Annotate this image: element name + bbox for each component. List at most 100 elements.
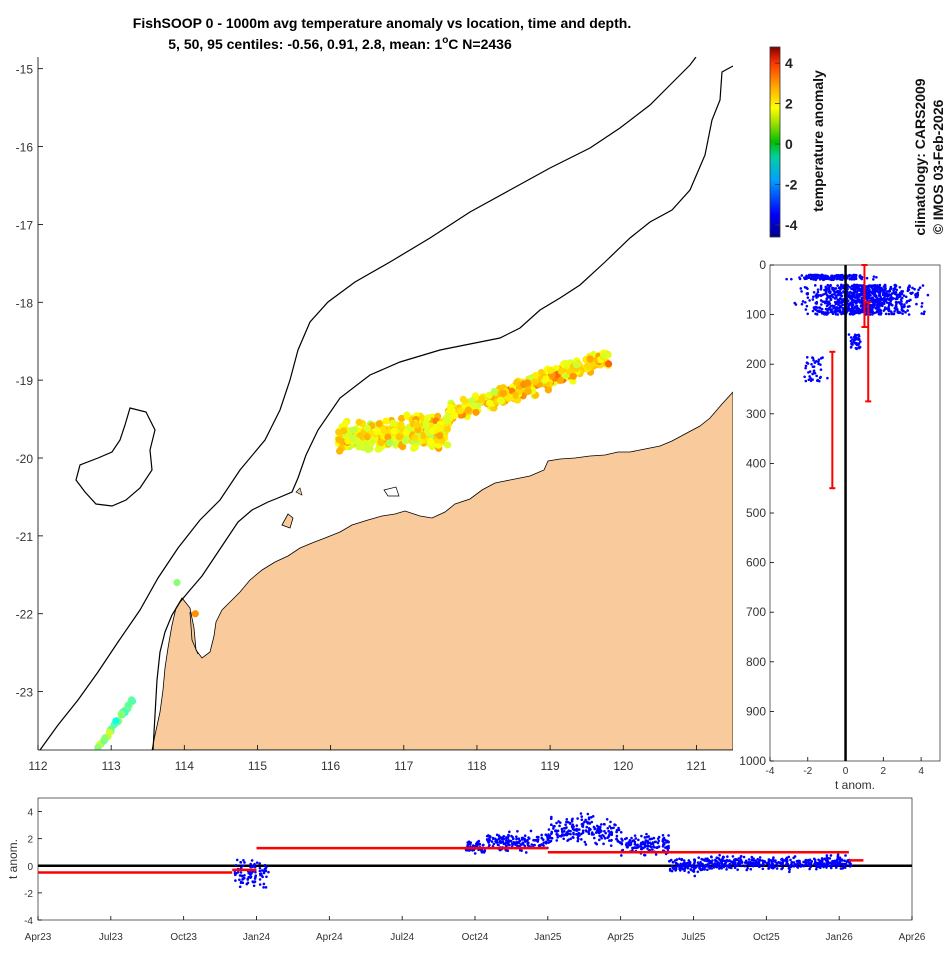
depth-data-point [879, 313, 882, 316]
colorbar-tick-label: -4 [785, 217, 798, 233]
depth-data-point [852, 335, 856, 339]
depth-data-point [814, 276, 818, 279]
time-data-point [567, 829, 570, 832]
depth-data-point [854, 296, 857, 299]
time-x-tick-label: Jan26 [826, 932, 854, 943]
depth-data-point [858, 345, 862, 349]
time-data-point [605, 818, 609, 821]
time-data-point [693, 874, 697, 878]
time-y-tick-label: -2 [24, 889, 33, 900]
time-data-point [532, 838, 535, 842]
time-data-point [781, 862, 784, 866]
time-data-point [567, 838, 570, 841]
time-data-point [502, 842, 506, 846]
time-data-point [840, 862, 844, 866]
depth-data-point [836, 284, 839, 287]
land-mass [151, 391, 733, 750]
time-data-point [820, 864, 824, 867]
time-data-point [639, 845, 643, 849]
time-data-point [809, 865, 812, 869]
time-data-point [508, 830, 511, 834]
map-y-tick-label: -18 [16, 296, 34, 310]
depth-data-point [817, 360, 820, 364]
time-data-point [664, 838, 667, 842]
time-x-tick-label: Jul25 [682, 932, 706, 943]
time-data-point [643, 836, 647, 839]
time-data-point [517, 837, 521, 841]
time-data-point [267, 870, 270, 874]
depth-data-point [909, 291, 912, 295]
time-data-point [258, 862, 261, 865]
depth-y-tick-label: 0 [759, 258, 766, 272]
time-data-point [689, 868, 692, 871]
time-data-point [603, 829, 606, 833]
depth-data-point [811, 378, 814, 381]
depth-data-point [885, 297, 888, 301]
map-data-point [377, 439, 385, 447]
time-data-point [252, 884, 256, 888]
time-data-point [245, 882, 249, 886]
map-data-point [342, 419, 350, 427]
map-data-point [544, 386, 552, 394]
time-data-point [647, 835, 650, 838]
time-data-point [813, 858, 817, 862]
depth-y-tick-label: 100 [746, 308, 766, 322]
time-data-point [621, 848, 625, 852]
time-data-point [790, 862, 793, 866]
depth-data-point [812, 369, 816, 372]
map-x-tick-label: 115 [248, 759, 267, 773]
time-data-point [675, 862, 679, 866]
map-axes: 112 113 114 115 116 117 118 119 120 121 -15 -16 -17 -… [16, 57, 733, 773]
time-data-point [584, 818, 587, 822]
colorbar-label: temperature anomaly [810, 70, 826, 212]
time-data-point [804, 858, 808, 862]
depth-data-point [859, 276, 862, 279]
map-data-point [505, 393, 513, 401]
depth-data-point [892, 297, 895, 300]
depth-xlabel: t anom. [835, 778, 875, 792]
depth-data-point [897, 311, 900, 315]
depth-data-point [850, 284, 854, 288]
map-data-point [363, 424, 371, 432]
time-data-point [466, 843, 470, 847]
time-data-point [247, 871, 250, 875]
time-data-point [538, 843, 542, 847]
map-data-point [542, 375, 550, 383]
time-data-point [587, 832, 591, 836]
depth-y-tick-label: 700 [746, 605, 766, 619]
depth-data-point [867, 292, 871, 295]
map-data-point [411, 434, 419, 442]
time-data-point [703, 868, 706, 871]
time-data-point [716, 861, 720, 864]
depth-data-point [887, 309, 891, 313]
map-data-point [112, 717, 120, 725]
time-data-point [780, 858, 783, 861]
depth-data-point [849, 339, 853, 343]
time-data-point [756, 857, 760, 861]
time-data-point [633, 846, 636, 849]
depth-data-point [867, 284, 871, 288]
depth-y-tick-label: 1000 [739, 754, 766, 768]
depth-data-point [869, 293, 872, 297]
time-data-point [552, 827, 555, 830]
depth-data-point [830, 308, 834, 311]
depth-data-point [804, 364, 808, 368]
time-data-point [246, 877, 250, 881]
time-data-point [589, 828, 592, 831]
depth-data-point [833, 274, 837, 278]
depth-data-point [921, 284, 925, 287]
time-data-point [692, 863, 696, 866]
map-data-point [191, 610, 199, 618]
time-data-point [709, 861, 713, 864]
time-data-point [466, 841, 469, 844]
time-data-point [767, 859, 771, 863]
depth-data-point [846, 299, 850, 303]
time-data-point [740, 864, 743, 868]
depth-data-point [846, 307, 849, 310]
depth-data-point [916, 295, 919, 298]
time-data-point [608, 825, 612, 828]
depth-data-point [866, 287, 869, 290]
time-x-tick-label: Apr23 [25, 932, 52, 943]
time-data-point [473, 844, 477, 848]
